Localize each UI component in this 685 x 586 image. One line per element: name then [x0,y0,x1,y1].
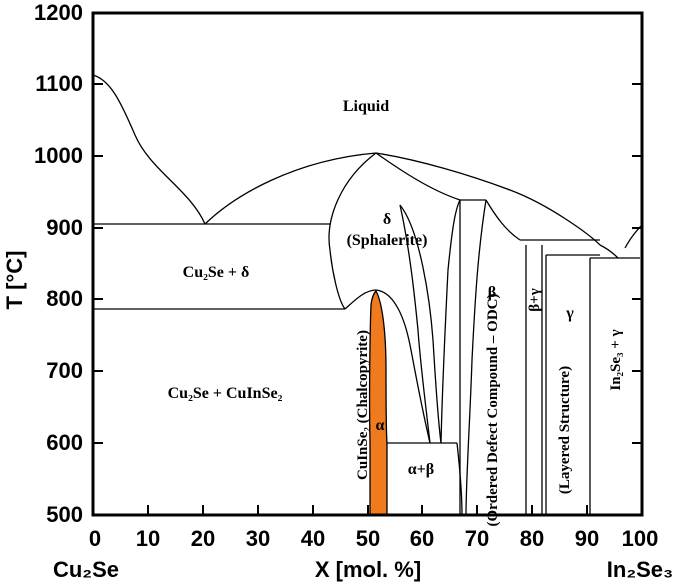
y-tick-label: 900 [46,215,83,240]
label-alpha: α [376,417,385,434]
x-tick-label: 10 [136,526,160,551]
y-tick-label: 600 [46,430,83,455]
x-tick-label: 30 [246,526,270,551]
label-beta: β [488,284,496,301]
y-tick-label: 1100 [35,71,83,96]
label-layered: (Layered Structure) [557,366,573,494]
alpha-phase-region [368,289,388,516]
label-gamma: γ [565,305,574,322]
label-beta-gamma: β+γ [527,288,543,311]
y-axis [93,12,642,516]
y-tick-label: 1000 [34,143,83,168]
label-in2se3-gamma: In₂Se₃ + γ [608,329,624,390]
label-delta-symbol: δ [383,211,391,228]
x-tick-label: 0 [89,526,101,551]
label-cu2se-delta: Cu₂Se + δ [183,264,250,281]
x-tick-label: 40 [301,526,325,551]
x-axis-title: X [mol. %] [315,557,421,582]
x-tick-label: 100 [622,526,659,551]
y-axis-title: T [°C] [2,251,27,310]
y-tick-label: 700 [46,358,83,383]
label-odc: (Ordered Defect Compound – ODC) [485,293,501,526]
x-axis-right-end: In₂Se₃ [607,557,673,582]
x-tick-label: 20 [191,526,215,551]
x-tick-labels: 0 10 20 30 40 50 60 70 80 90 100 [89,526,658,551]
x-tick-label: 60 [410,526,434,551]
x-tick-label: 50 [356,526,380,551]
phase-boundaries [92,74,643,516]
x-tick-label: 80 [520,526,544,551]
x-axis [147,505,588,515]
label-alpha-beta: α+β [408,461,434,478]
y-tick-label: 800 [46,286,83,311]
label-cu2se-cuinse2: Cu₂Se + CuInSe₂ [168,385,283,402]
label-liquid: Liquid [343,98,389,115]
x-axis-left-end: Cu₂Se [53,557,119,582]
x-tick-label: 70 [465,526,489,551]
y-tick-label: 500 [46,502,83,527]
y-tick-label: 1200 [34,0,83,25]
x-tick-label: 90 [575,526,599,551]
y-tick-labels: 500 600 700 800 900 1000 1100 1200 [34,0,83,527]
label-delta-name: (Sphalerite) [347,232,428,249]
label-chalcopyrite: CuInSe₂ (Chalcopyrite) [355,330,371,480]
